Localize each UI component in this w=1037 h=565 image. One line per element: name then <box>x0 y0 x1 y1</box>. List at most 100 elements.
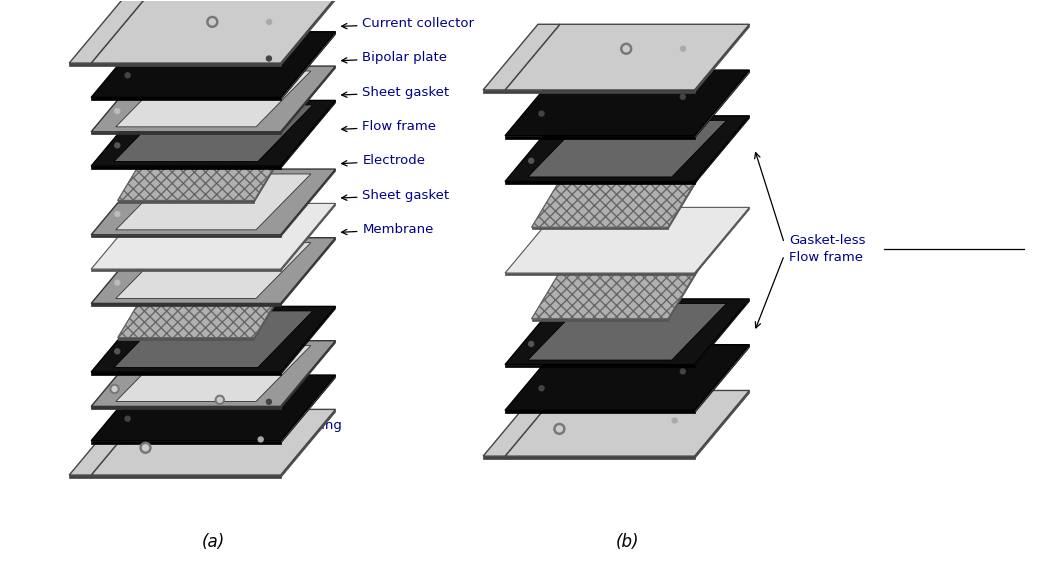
Polygon shape <box>114 105 313 162</box>
Circle shape <box>206 16 218 27</box>
Polygon shape <box>695 207 750 275</box>
Polygon shape <box>281 238 336 306</box>
Polygon shape <box>528 303 727 360</box>
Text: Flow frame: Flow frame <box>341 120 437 133</box>
Polygon shape <box>91 97 281 100</box>
Polygon shape <box>91 166 281 168</box>
Polygon shape <box>281 101 336 168</box>
Text: Current collector: Current collector <box>341 17 474 30</box>
Polygon shape <box>532 227 668 229</box>
Text: Membrane: Membrane <box>341 223 433 236</box>
Circle shape <box>557 426 562 432</box>
Text: Sheet gasket: Sheet gasket <box>341 189 450 202</box>
Polygon shape <box>281 410 336 478</box>
Polygon shape <box>505 136 695 138</box>
Polygon shape <box>483 456 505 459</box>
Circle shape <box>267 399 272 405</box>
Polygon shape <box>532 253 707 319</box>
Polygon shape <box>116 242 311 298</box>
Polygon shape <box>69 475 91 478</box>
Circle shape <box>539 386 544 391</box>
Polygon shape <box>483 390 560 456</box>
Text: O-ring: O-ring <box>224 403 342 432</box>
Circle shape <box>115 211 119 216</box>
Circle shape <box>115 108 119 114</box>
Circle shape <box>680 369 685 374</box>
Circle shape <box>142 445 148 451</box>
Circle shape <box>110 385 119 393</box>
Polygon shape <box>281 341 336 408</box>
Polygon shape <box>695 345 750 413</box>
Polygon shape <box>281 169 336 237</box>
Circle shape <box>680 94 685 99</box>
Polygon shape <box>532 162 707 227</box>
Polygon shape <box>281 66 336 134</box>
Polygon shape <box>505 207 750 273</box>
Polygon shape <box>281 306 336 375</box>
Polygon shape <box>528 120 727 177</box>
Polygon shape <box>91 303 281 306</box>
Polygon shape <box>117 272 293 338</box>
Text: Sheet gasket: Sheet gasket <box>341 86 450 99</box>
Polygon shape <box>505 90 695 93</box>
Polygon shape <box>91 341 336 406</box>
Circle shape <box>672 418 677 423</box>
Polygon shape <box>505 24 750 90</box>
Polygon shape <box>91 441 281 444</box>
Polygon shape <box>505 345 750 410</box>
Circle shape <box>258 437 263 442</box>
Polygon shape <box>116 346 311 402</box>
Polygon shape <box>505 456 695 459</box>
Polygon shape <box>281 375 336 444</box>
Polygon shape <box>91 375 336 441</box>
Polygon shape <box>91 32 336 97</box>
Polygon shape <box>695 299 750 367</box>
Text: Gasket-less
Flow frame: Gasket-less Flow frame <box>789 234 866 264</box>
Circle shape <box>218 397 222 402</box>
Polygon shape <box>695 24 750 93</box>
Text: (a): (a) <box>201 533 225 551</box>
Circle shape <box>209 19 216 25</box>
Circle shape <box>539 111 544 116</box>
Polygon shape <box>91 269 281 271</box>
Polygon shape <box>668 253 707 321</box>
Polygon shape <box>695 390 750 459</box>
Polygon shape <box>281 0 336 66</box>
Circle shape <box>140 442 151 453</box>
Polygon shape <box>91 410 336 475</box>
Polygon shape <box>91 101 336 166</box>
Circle shape <box>554 423 565 434</box>
Polygon shape <box>91 372 281 375</box>
Text: Bipolar plate: Bipolar plate <box>341 51 447 64</box>
Polygon shape <box>483 24 560 90</box>
Polygon shape <box>117 338 254 340</box>
Polygon shape <box>117 134 293 201</box>
Polygon shape <box>91 132 281 134</box>
Polygon shape <box>117 201 254 203</box>
Polygon shape <box>505 390 750 456</box>
Polygon shape <box>281 203 336 271</box>
Circle shape <box>529 158 534 163</box>
Circle shape <box>115 143 119 148</box>
Polygon shape <box>91 203 336 269</box>
Polygon shape <box>254 134 293 203</box>
Polygon shape <box>505 364 695 367</box>
Polygon shape <box>695 70 750 138</box>
Polygon shape <box>69 63 91 66</box>
Polygon shape <box>69 410 146 475</box>
Circle shape <box>115 349 119 354</box>
Text: (b): (b) <box>615 533 639 551</box>
Polygon shape <box>254 272 293 340</box>
Polygon shape <box>505 116 750 181</box>
Polygon shape <box>91 169 336 234</box>
Polygon shape <box>281 32 336 100</box>
Polygon shape <box>69 0 146 63</box>
Polygon shape <box>695 116 750 184</box>
Circle shape <box>267 19 272 24</box>
Circle shape <box>115 280 119 285</box>
Circle shape <box>267 56 272 61</box>
Polygon shape <box>505 273 695 275</box>
Polygon shape <box>91 63 281 66</box>
Circle shape <box>125 416 130 421</box>
Circle shape <box>680 46 685 51</box>
